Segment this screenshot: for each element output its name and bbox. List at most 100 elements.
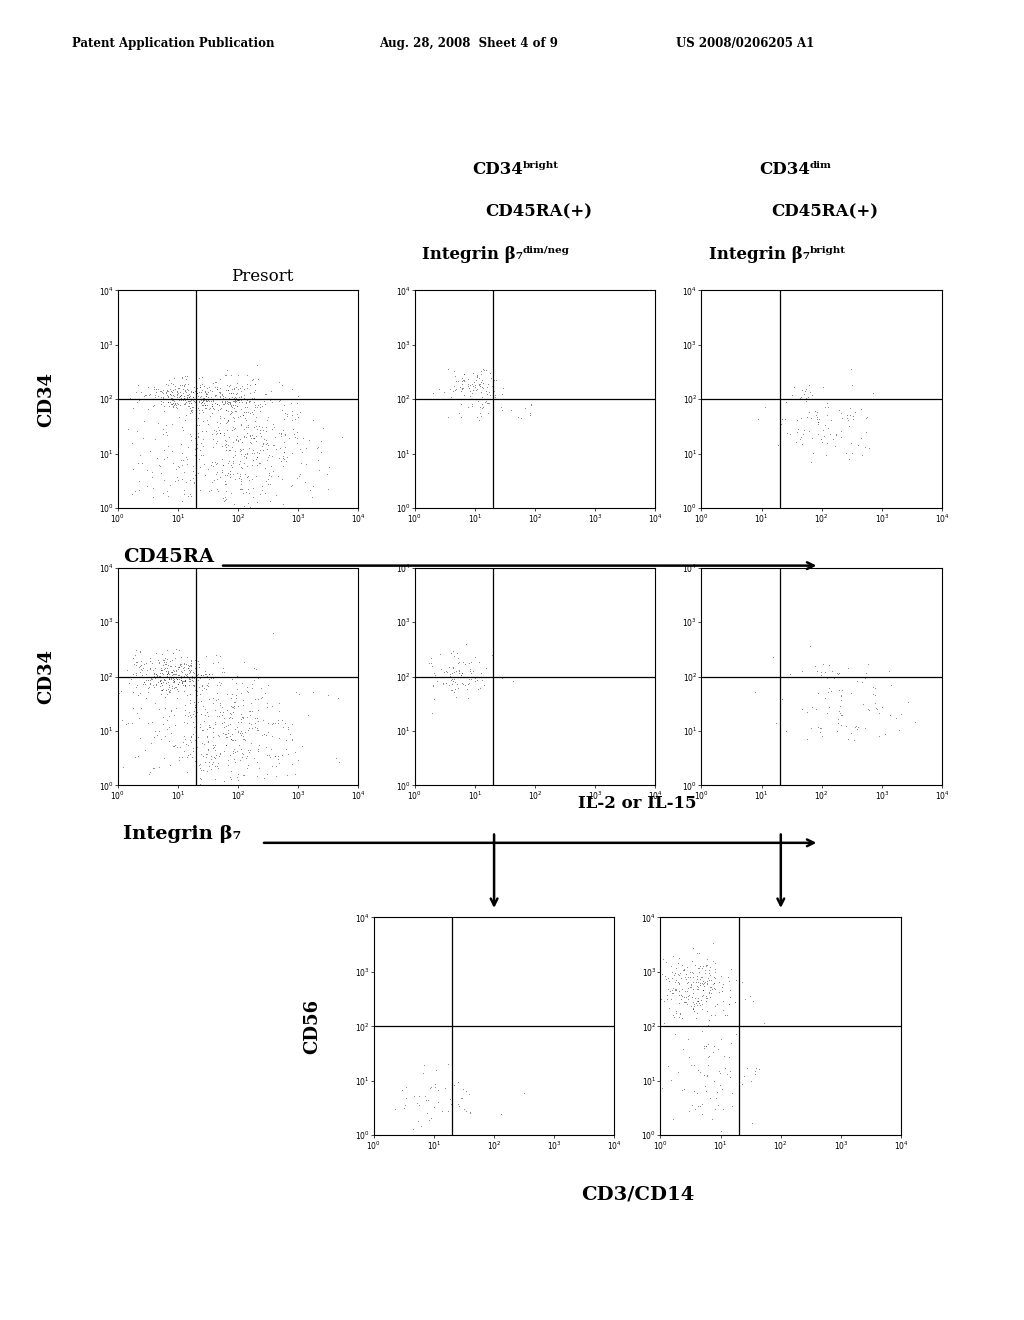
Point <box>200 672 216 693</box>
Point <box>241 700 257 721</box>
Point <box>694 985 711 1006</box>
Point <box>244 370 260 391</box>
Point <box>449 686 465 708</box>
Point <box>834 408 850 429</box>
Point <box>708 1088 724 1109</box>
Point <box>184 704 201 725</box>
Point <box>475 359 492 380</box>
Point <box>204 744 220 766</box>
Point <box>871 702 888 723</box>
Point <box>303 486 319 507</box>
Point <box>685 972 701 993</box>
Point <box>167 395 183 416</box>
Point <box>208 420 224 441</box>
Point <box>142 657 159 678</box>
Point <box>182 729 199 750</box>
Point <box>173 384 189 405</box>
Point <box>199 718 215 739</box>
Point <box>721 1047 737 1068</box>
Point <box>175 731 191 752</box>
Point <box>238 396 254 417</box>
Point <box>684 986 700 1007</box>
Point <box>212 672 228 693</box>
Point <box>224 420 241 441</box>
Point <box>201 387 217 408</box>
Point <box>715 990 731 1011</box>
Point <box>156 470 172 491</box>
Text: CD45RA: CD45RA <box>123 548 214 566</box>
Point <box>446 669 463 690</box>
Point <box>680 972 696 993</box>
Point <box>682 966 698 987</box>
Point <box>155 380 171 401</box>
Point <box>172 385 188 407</box>
Point <box>224 451 241 473</box>
Point <box>229 763 246 784</box>
Point <box>706 1071 722 1092</box>
Point <box>253 686 269 708</box>
Point <box>174 661 190 682</box>
Point <box>425 675 441 696</box>
Point <box>138 459 155 480</box>
Point <box>270 422 287 444</box>
Point <box>684 983 700 1005</box>
Point <box>208 384 224 405</box>
Point <box>161 706 177 727</box>
Point <box>168 697 184 718</box>
Point <box>487 387 504 408</box>
Point <box>216 717 232 738</box>
Point <box>660 1056 677 1077</box>
Point <box>175 375 191 396</box>
Point <box>816 414 833 436</box>
Point <box>822 681 839 702</box>
Point <box>279 764 295 785</box>
Point <box>451 1096 467 1117</box>
Point <box>480 381 497 403</box>
Point <box>188 442 205 463</box>
Point <box>176 389 193 411</box>
Point <box>170 659 186 680</box>
Text: CD34: CD34 <box>472 161 523 178</box>
Point <box>482 384 499 405</box>
Point <box>460 688 476 709</box>
Point <box>284 405 300 426</box>
Point <box>229 430 246 451</box>
Point <box>671 973 687 994</box>
Point <box>198 391 214 412</box>
Point <box>199 409 215 430</box>
Point <box>194 391 210 412</box>
Point <box>176 725 193 746</box>
Point <box>290 385 306 407</box>
Point <box>494 383 510 404</box>
Point <box>827 424 844 445</box>
Point <box>667 962 683 983</box>
Point <box>750 408 766 429</box>
Point <box>773 408 790 429</box>
Point <box>222 760 239 781</box>
Point <box>131 661 147 682</box>
Point <box>676 991 692 1012</box>
Point <box>178 385 195 407</box>
Point <box>769 434 785 455</box>
Point <box>185 741 202 762</box>
Point <box>773 413 790 434</box>
Point <box>236 379 252 400</box>
Point <box>180 391 197 412</box>
Point <box>826 667 843 688</box>
Point <box>234 706 251 727</box>
Point <box>191 387 208 408</box>
Point <box>722 1060 738 1081</box>
Point <box>203 454 219 475</box>
Point <box>270 466 287 487</box>
Point <box>673 983 689 1005</box>
Point <box>189 664 206 685</box>
Point <box>444 671 461 692</box>
Point <box>799 702 815 723</box>
Point <box>216 422 232 444</box>
Point <box>667 1024 683 1045</box>
Point <box>207 747 223 768</box>
Point <box>232 450 249 471</box>
Point <box>818 668 835 689</box>
Point <box>226 718 243 739</box>
Point <box>666 1006 682 1027</box>
